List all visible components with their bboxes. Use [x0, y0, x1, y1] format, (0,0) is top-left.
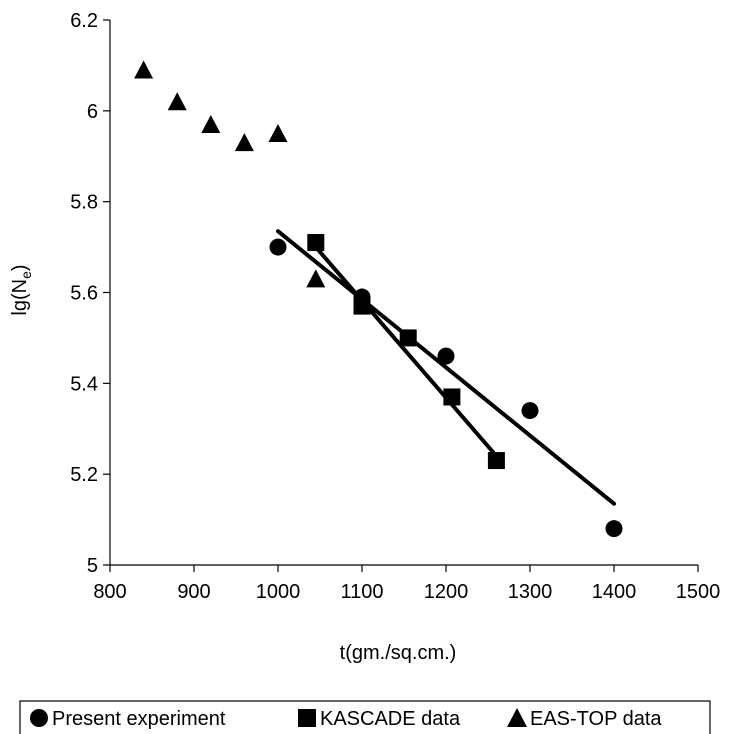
trendline — [276, 229, 616, 506]
triangle-marker — [201, 114, 221, 133]
y-tick-label: 6 — [87, 101, 98, 123]
y-axis-title: lg(Ne) — [9, 264, 34, 315]
legend-label: EAS-TOP data — [530, 708, 662, 730]
y-tick-label: 5.6 — [70, 283, 98, 305]
legend-label: Present experiment — [52, 708, 226, 730]
square-marker — [307, 234, 325, 252]
x-tick-label: 1300 — [508, 581, 553, 603]
y-tick-label: 5.2 — [70, 464, 98, 486]
circle-marker — [437, 347, 455, 365]
triangle-marker — [134, 60, 154, 79]
square-marker — [443, 388, 461, 406]
y-tick-label: 5 — [87, 555, 98, 577]
circle-marker — [269, 238, 287, 256]
legend: Present experiment KASCADE data EAS-TOP da… — [19, 700, 711, 734]
x-tick-label: 1500 — [676, 581, 721, 603]
circle-marker — [521, 402, 539, 420]
x-tick-label: 1100 — [340, 581, 383, 603]
legend-label: KASCADE data — [320, 708, 461, 730]
square-marker — [399, 329, 417, 347]
x-tick-label: 900 — [177, 581, 210, 603]
triangle-marker — [167, 92, 187, 111]
trendline — [313, 245, 499, 458]
data-markers — [134, 60, 623, 538]
y-tick-label: 5.4 — [70, 373, 98, 395]
y-axis-title-subscript: e — [18, 271, 34, 279]
square-marker — [487, 452, 505, 470]
circle-marker — [605, 520, 623, 538]
x-tick-label: 1200 — [424, 581, 469, 603]
x-axis-title: t(gm./sq.cm.) — [340, 642, 457, 664]
y-axis-title-close: ) — [9, 264, 31, 271]
axes: 5 5.2 5.4 5.6 5.8 6 6.2 800 900 1000 1100 1200 1300 1… — [70, 10, 720, 603]
triangle-marker — [306, 269, 326, 288]
legend-circle-marker — [30, 709, 48, 727]
x-tick-label: 1000 — [256, 581, 301, 603]
square-marker — [353, 297, 371, 315]
x-tick-label: 800 — [93, 581, 126, 603]
triangle-marker — [268, 124, 288, 143]
y-axis-title-main: lg(N — [9, 279, 31, 316]
legend-square-marker — [298, 709, 316, 727]
y-tick-label: 5.8 — [70, 192, 98, 214]
y-tick-label: 6.2 — [70, 10, 98, 32]
trendlines — [276, 229, 616, 506]
x-tick-label: 1400 — [592, 581, 637, 603]
legend-triangle-marker — [507, 708, 527, 727]
legend-box — [19, 700, 711, 734]
triangle-marker — [234, 133, 254, 152]
